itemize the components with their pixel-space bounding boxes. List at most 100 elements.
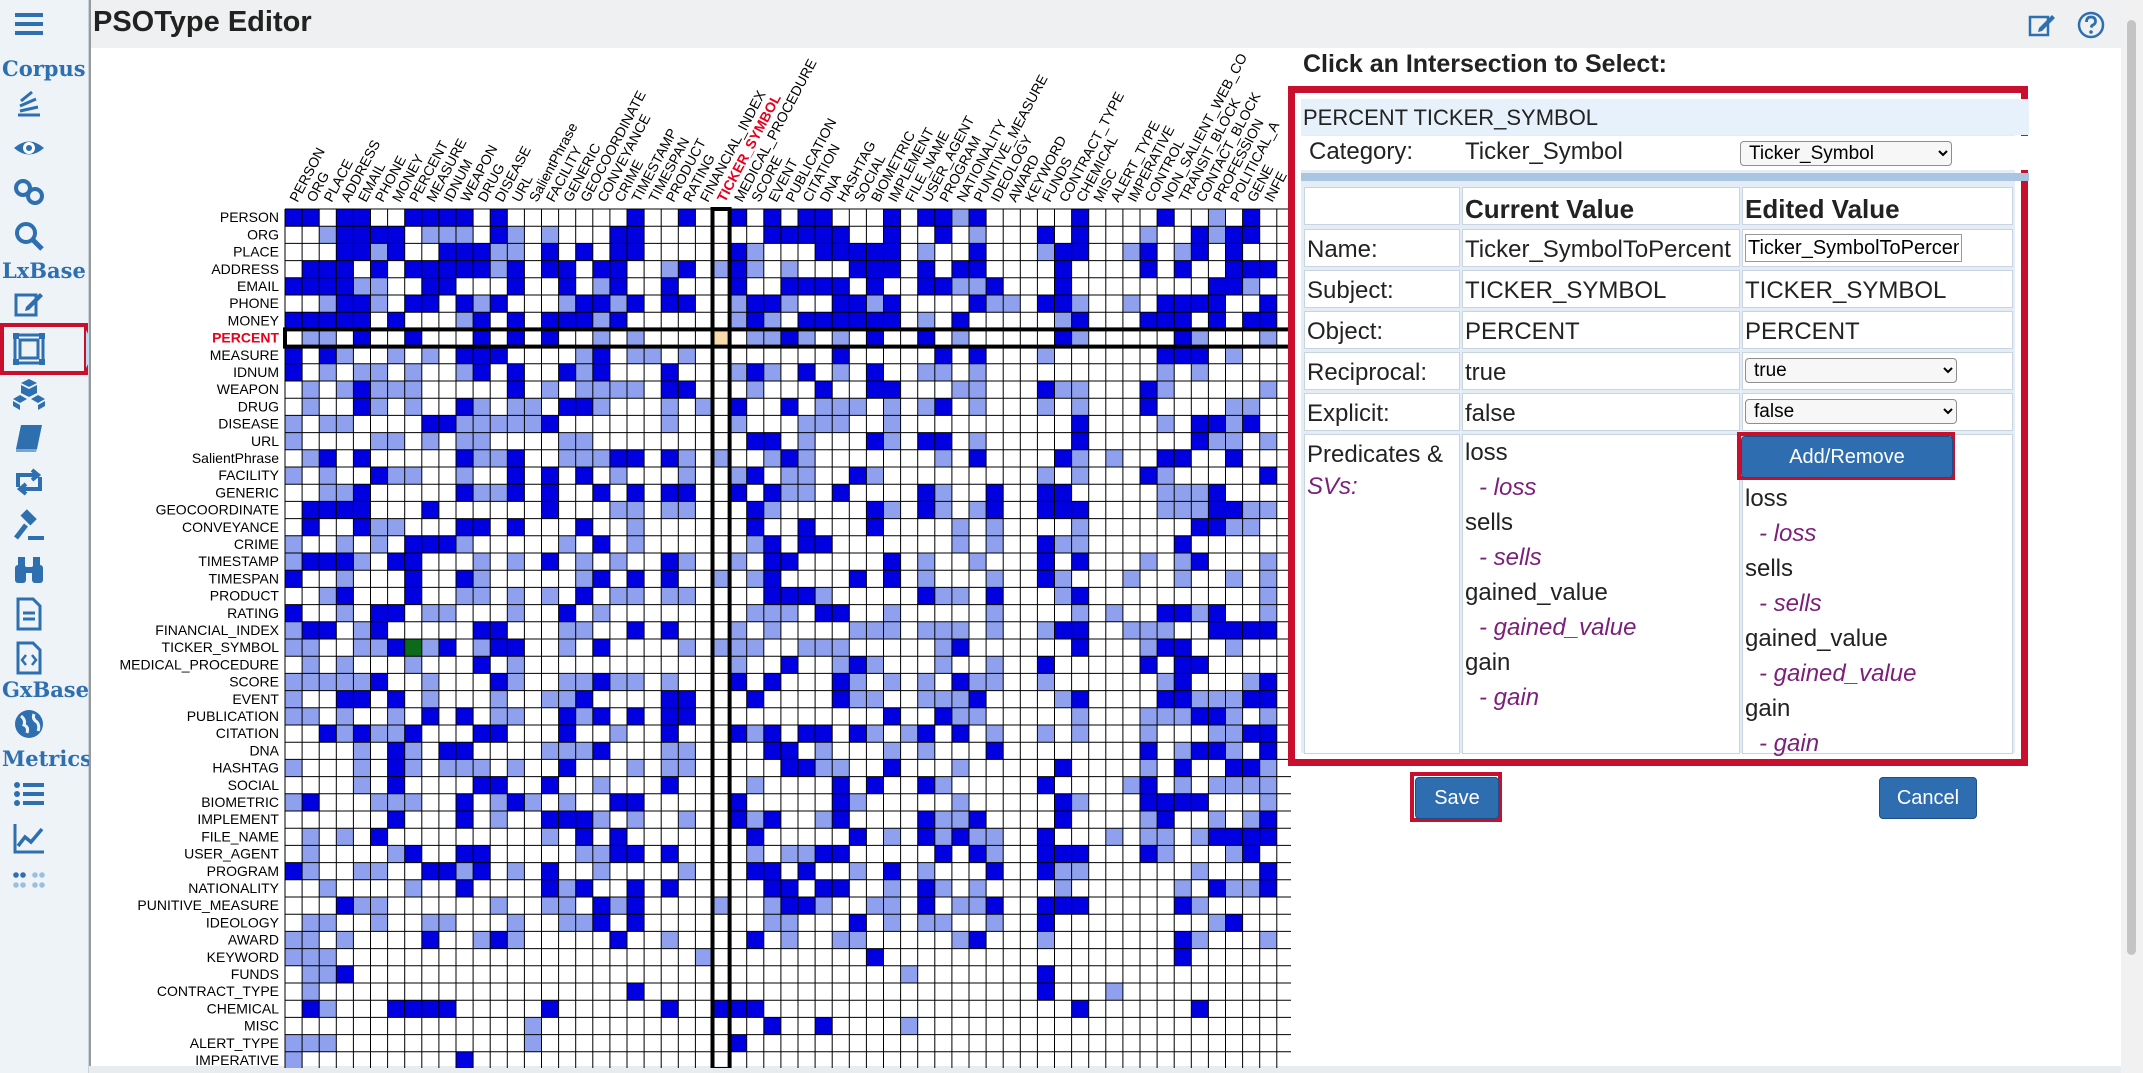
matrix-cell[interactable] bbox=[1140, 811, 1158, 829]
matrix-cell[interactable] bbox=[661, 260, 679, 278]
matrix-cell[interactable] bbox=[456, 759, 474, 777]
matrix-cell[interactable] bbox=[969, 501, 987, 519]
matrix-cell[interactable] bbox=[1071, 725, 1089, 743]
row-label[interactable]: PUBLICATION bbox=[187, 708, 279, 724]
matrix-cell[interactable] bbox=[678, 587, 696, 605]
matrix-cell[interactable] bbox=[1037, 346, 1055, 364]
matrix-cell[interactable] bbox=[1071, 707, 1089, 725]
matrix-cell[interactable] bbox=[678, 346, 696, 364]
matrix-cell[interactable] bbox=[456, 484, 474, 502]
matrix-cell[interactable] bbox=[1157, 209, 1175, 227]
matrix-cell[interactable] bbox=[387, 432, 405, 450]
matrix-cell[interactable] bbox=[575, 346, 593, 364]
matrix-cell[interactable] bbox=[336, 828, 354, 846]
matrix-cell[interactable] bbox=[1140, 707, 1158, 725]
matrix-cell[interactable] bbox=[319, 363, 337, 381]
matrix-cell[interactable] bbox=[917, 312, 935, 330]
matrix-cell[interactable] bbox=[1191, 518, 1209, 536]
matrix-cell[interactable] bbox=[387, 811, 405, 829]
save-button[interactable]: Save bbox=[1415, 777, 1499, 819]
matrix-cell[interactable] bbox=[353, 484, 371, 502]
matrix-cell[interactable] bbox=[746, 501, 764, 519]
matrix-cell[interactable] bbox=[507, 484, 525, 502]
matrix-cell[interactable] bbox=[404, 587, 422, 605]
matrix-cell[interactable] bbox=[1259, 467, 1277, 485]
matrix-cell[interactable] bbox=[763, 897, 781, 915]
matrix-cell[interactable] bbox=[849, 690, 867, 708]
matrix-cell[interactable] bbox=[951, 260, 969, 278]
matrix-cell[interactable] bbox=[1242, 759, 1260, 777]
matrix-cell[interactable] bbox=[302, 983, 320, 1001]
matrix-cell[interactable] bbox=[780, 260, 798, 278]
matrix-cell[interactable] bbox=[558, 398, 576, 416]
matrix-cell[interactable] bbox=[541, 742, 559, 760]
matrix-cell[interactable] bbox=[1071, 604, 1089, 622]
matrix-cell[interactable] bbox=[456, 226, 474, 244]
matrix-cell[interactable] bbox=[832, 793, 850, 811]
matrix-cell[interactable] bbox=[1259, 621, 1277, 639]
matrix-cell[interactable] bbox=[661, 398, 679, 416]
matrix-cell[interactable] bbox=[986, 914, 1004, 932]
matrix-cell[interactable] bbox=[969, 381, 987, 399]
matrix-cell[interactable] bbox=[900, 725, 918, 743]
matrix-cell[interactable] bbox=[866, 277, 884, 295]
matrix-cell[interactable] bbox=[473, 931, 491, 949]
matrix-cell[interactable] bbox=[798, 897, 816, 915]
matrix-cell[interactable] bbox=[370, 621, 388, 639]
matrix-cell[interactable] bbox=[404, 725, 422, 743]
matrix-cell[interactable] bbox=[353, 449, 371, 467]
matrix-cell[interactable] bbox=[285, 467, 303, 485]
psotype-matrix-icon[interactable] bbox=[9, 329, 49, 369]
matrix-cell[interactable] bbox=[319, 415, 337, 433]
matrix-cell[interactable] bbox=[917, 570, 935, 588]
matrix-cell[interactable] bbox=[438, 639, 456, 657]
matrix-cell[interactable] bbox=[473, 656, 491, 674]
matrix-cell[interactable] bbox=[661, 759, 679, 777]
matrix-cell[interactable] bbox=[558, 742, 576, 760]
matrix-cell[interactable] bbox=[815, 604, 833, 622]
matrix-cell[interactable] bbox=[798, 845, 816, 863]
matrix-cell[interactable] bbox=[421, 673, 439, 691]
matrix-cell[interactable] bbox=[302, 277, 320, 295]
matrix-cell[interactable] bbox=[370, 828, 388, 846]
matrix-cell[interactable] bbox=[986, 828, 1004, 846]
row-label[interactable]: SCORE bbox=[229, 674, 279, 690]
matrix-cell[interactable] bbox=[507, 553, 525, 571]
matrix-cell[interactable] bbox=[746, 381, 764, 399]
matrix-cell[interactable] bbox=[592, 639, 610, 657]
matrix-cell[interactable] bbox=[1242, 260, 1260, 278]
matrix-cell[interactable] bbox=[490, 811, 508, 829]
matrix-cell[interactable] bbox=[336, 415, 354, 433]
matrix-cell[interactable] bbox=[746, 931, 764, 949]
matrix-cell[interactable] bbox=[798, 226, 816, 244]
matrix-cell[interactable] bbox=[336, 570, 354, 588]
matrix-cell[interactable] bbox=[849, 621, 867, 639]
matrix-cell[interactable] bbox=[1037, 398, 1055, 416]
matrix-cell[interactable] bbox=[661, 501, 679, 519]
matrix-cell[interactable] bbox=[421, 415, 439, 433]
matrix-cell[interactable] bbox=[609, 226, 627, 244]
matrix-cell[interactable] bbox=[1225, 260, 1243, 278]
matrix-cell[interactable] bbox=[866, 329, 884, 347]
matrix-cell[interactable] bbox=[1037, 897, 1055, 915]
row-label[interactable]: PRODUCT bbox=[210, 588, 280, 604]
matrix-cell[interactable] bbox=[661, 742, 679, 760]
matrix-cell[interactable] bbox=[627, 346, 645, 364]
matrix-cell[interactable] bbox=[1071, 295, 1089, 313]
matrix-cell[interactable] bbox=[456, 449, 474, 467]
matrix-cell[interactable] bbox=[849, 862, 867, 880]
matrix-cell[interactable] bbox=[1071, 518, 1089, 536]
matrix-cell[interactable] bbox=[934, 209, 952, 227]
matrix-cell[interactable] bbox=[421, 501, 439, 519]
matrix-cell[interactable] bbox=[1225, 690, 1243, 708]
matrix-cell[interactable] bbox=[541, 329, 559, 347]
matrix-cell[interactable] bbox=[319, 226, 337, 244]
matrix-cell[interactable] bbox=[627, 587, 645, 605]
matrix-cell[interactable] bbox=[421, 1000, 439, 1018]
matrix-cell[interactable] bbox=[1174, 948, 1192, 966]
matrix-cell[interactable] bbox=[798, 312, 816, 330]
matrix-cell[interactable] bbox=[456, 811, 474, 829]
matrix-cell[interactable] bbox=[353, 398, 371, 416]
matrix-cell[interactable] bbox=[302, 845, 320, 863]
matrix-cell[interactable] bbox=[815, 243, 833, 261]
